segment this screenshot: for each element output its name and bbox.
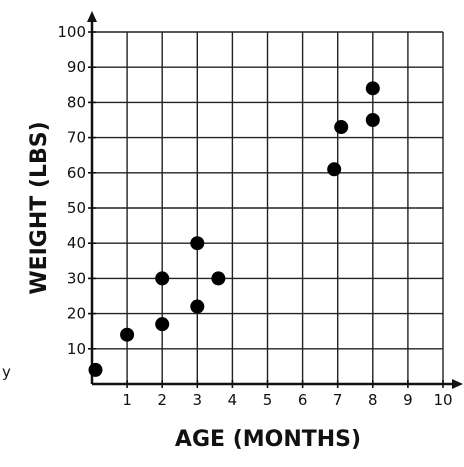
y-tick-label: 100 [57, 23, 86, 41]
y-tick-label: 10 [67, 340, 86, 358]
y-axis-title: WEIGHT (LBS) [27, 121, 52, 294]
x-tick-label: 3 [193, 391, 203, 409]
y-tick-label: 70 [67, 129, 86, 147]
data-point [365, 81, 380, 96]
x-tick-label: 7 [333, 391, 343, 409]
y-tick-label: 60 [67, 164, 86, 182]
data-point [155, 317, 170, 332]
x-tick-label: 6 [298, 391, 308, 409]
x-tick-labels: 1 2 3 4 5 6 7 8 9 10 [122, 391, 452, 409]
edge-text-fragment: y [2, 363, 11, 381]
y-tick-label: 80 [67, 93, 86, 111]
x-tick-label: 10 [433, 391, 452, 409]
data-point [211, 271, 226, 286]
x-tick-label: 2 [157, 391, 167, 409]
data-point [190, 236, 205, 251]
x-tick-label: 8 [368, 391, 378, 409]
x-tick-label: 4 [228, 391, 238, 409]
y-axis-arrow [87, 11, 97, 22]
grid [92, 31, 444, 384]
y-tick-label: 40 [67, 234, 86, 252]
data-point [88, 362, 103, 377]
x-tick-label: 1 [122, 391, 132, 409]
data-points [88, 81, 380, 377]
y-tick-label: 90 [67, 58, 86, 76]
y-tick-label: 20 [67, 305, 86, 323]
data-point [120, 327, 135, 342]
y-tick-labels: 10 20 30 40 50 60 70 80 90 100 [57, 23, 86, 358]
y-tick-label: 50 [67, 199, 86, 217]
x-axis-title: AGE (MONTHS) [175, 427, 361, 452]
data-point [365, 113, 380, 127]
data-point [334, 120, 349, 135]
data-point [190, 299, 205, 314]
y-tick-label: 30 [67, 269, 86, 287]
x-tick-label: 5 [263, 391, 273, 409]
x-tick-label: 9 [403, 391, 413, 409]
data-point [327, 162, 342, 177]
data-point [155, 271, 170, 286]
axes [87, 11, 463, 389]
x-axis-arrow [452, 379, 463, 389]
